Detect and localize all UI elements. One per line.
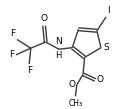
Text: N: N — [55, 37, 62, 46]
Text: S: S — [104, 43, 109, 52]
Text: I: I — [107, 6, 110, 15]
Text: O: O — [97, 75, 104, 84]
Text: O: O — [41, 14, 48, 23]
Text: CH₃: CH₃ — [68, 99, 82, 108]
Text: F: F — [10, 50, 15, 59]
Text: F: F — [27, 66, 32, 75]
Text: F: F — [11, 29, 16, 38]
Text: H: H — [55, 51, 62, 60]
Text: O: O — [69, 80, 76, 89]
